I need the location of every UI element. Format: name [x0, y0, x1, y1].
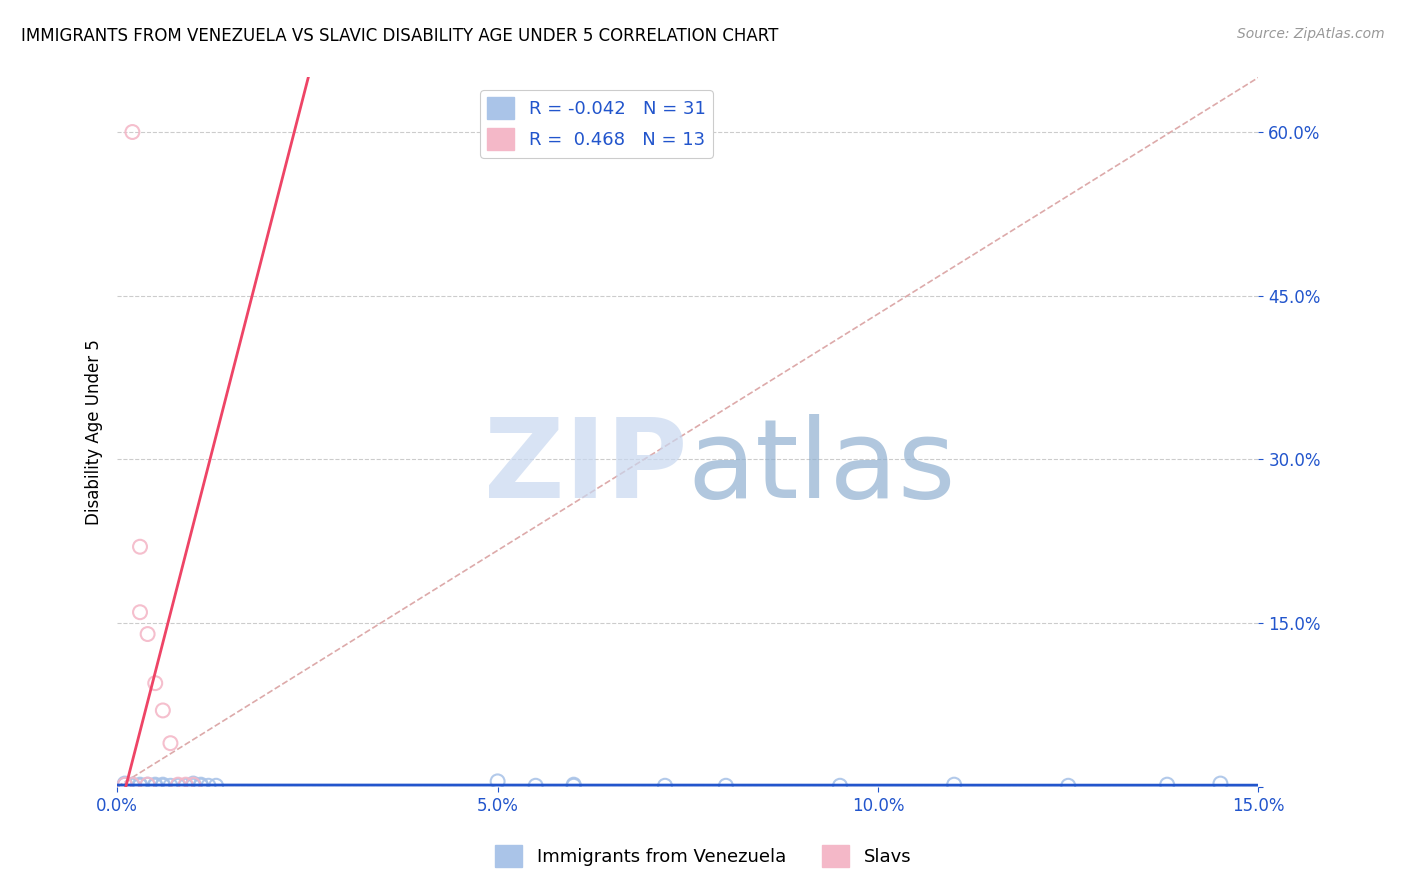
Text: ZIP: ZIP — [485, 414, 688, 521]
Point — [152, 703, 174, 717]
Point — [152, 778, 174, 792]
Point — [143, 778, 166, 792]
Point — [181, 779, 204, 793]
Point — [129, 779, 152, 793]
Point — [562, 779, 585, 793]
Point — [121, 778, 143, 792]
Point — [562, 778, 585, 792]
Point — [136, 627, 159, 641]
Text: Source: ZipAtlas.com: Source: ZipAtlas.com — [1237, 27, 1385, 41]
Point — [143, 676, 166, 690]
Point — [174, 779, 197, 793]
Point — [136, 778, 159, 792]
Point — [121, 778, 143, 792]
Point — [114, 778, 136, 792]
Point — [114, 778, 136, 792]
Point — [190, 779, 212, 793]
Point — [129, 540, 152, 554]
Point — [136, 778, 159, 792]
Point — [159, 736, 181, 750]
Point — [205, 779, 228, 793]
Point — [174, 778, 197, 792]
Point — [943, 778, 966, 792]
Point — [121, 125, 143, 139]
Point — [190, 778, 212, 792]
Point — [143, 779, 166, 793]
Legend: R = -0.042   N = 31, R =  0.468   N = 13: R = -0.042 N = 31, R = 0.468 N = 13 — [479, 90, 713, 158]
Point — [114, 776, 136, 790]
Point — [129, 605, 152, 619]
Point — [654, 779, 676, 793]
Point — [167, 778, 190, 792]
Point — [152, 779, 174, 793]
Point — [714, 779, 737, 793]
Point — [159, 779, 181, 793]
Point — [1156, 778, 1178, 792]
Y-axis label: Disability Age Under 5: Disability Age Under 5 — [86, 339, 103, 525]
Point — [197, 779, 219, 793]
Point — [1057, 779, 1080, 793]
Point — [121, 779, 143, 793]
Legend: Immigrants from Venezuela, Slavs: Immigrants from Venezuela, Slavs — [488, 838, 918, 874]
Point — [181, 776, 204, 790]
Text: IMMIGRANTS FROM VENEZUELA VS SLAVIC DISABILITY AGE UNDER 5 CORRELATION CHART: IMMIGRANTS FROM VENEZUELA VS SLAVIC DISA… — [21, 27, 779, 45]
Point — [828, 779, 851, 793]
Point — [1209, 776, 1232, 790]
Point — [129, 778, 152, 792]
Point — [486, 774, 509, 789]
Point — [167, 779, 190, 793]
Point — [524, 779, 547, 793]
Point — [181, 778, 204, 792]
Text: atlas: atlas — [688, 414, 956, 521]
